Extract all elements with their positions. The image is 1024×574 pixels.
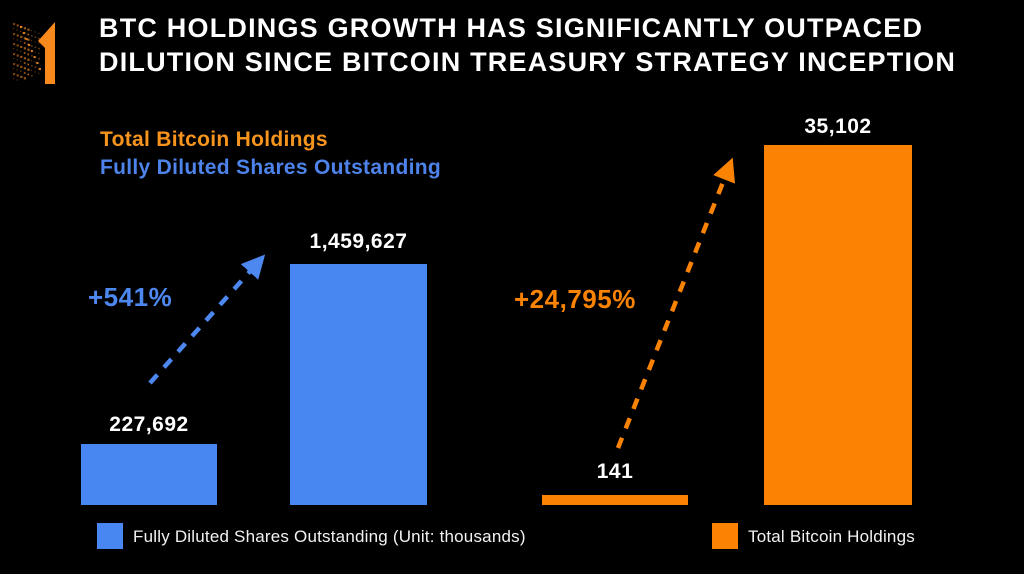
growth-label-shares: +541% [88,282,173,312]
value-label-btc-after: 35,102 [804,115,872,138]
bar-shares-after [290,264,427,505]
bar-shares-before [81,444,217,505]
bar-btc-after [764,145,912,505]
legend-swatch-btc-icon [712,523,738,549]
series-key: Total Bitcoin Holdings Fully Diluted Sha… [100,126,441,182]
series-label-bitcoin: Total Bitcoin Holdings [100,128,328,151]
page-title: BTC HOLDINGS GROWTH HAS SIGNIFICANTLY OU… [99,11,956,79]
value-label-shares-after: 1,459,627 [309,230,408,253]
growth-label-btc: +24,795% [514,284,636,314]
logo-halftone-dots [13,23,41,81]
series-label-shares: Fully Diluted Shares Outstanding [100,156,441,179]
metaplanet-logo-icon [13,22,55,84]
legend-swatch-shares-icon [97,523,123,549]
legend-label-shares: Fully Diluted Shares Outstanding (Unit: … [133,527,526,546]
title-line-2: DILUTION SINCE BITCOIN TREASURY STRATEGY… [99,47,957,77]
growth-arrow-shares [148,254,266,385]
value-label-shares-before: 227,692 [109,413,189,436]
title-line-1: BTC HOLDINGS GROWTH HAS SIGNIFICANTLY OU… [99,13,924,43]
legend-label-btc: Total Bitcoin Holdings [748,527,915,546]
bar-btc-before [542,495,688,505]
logo-solid-stroke [38,22,55,84]
value-label-btc-before: 141 [596,460,634,483]
